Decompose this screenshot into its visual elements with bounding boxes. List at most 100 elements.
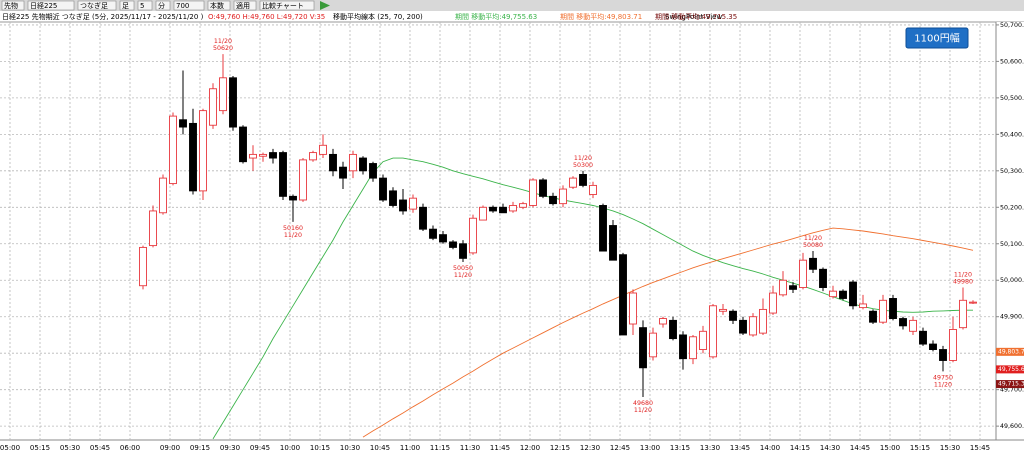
price-label-box xyxy=(996,380,1024,389)
x-tick-label: 14:30 xyxy=(820,444,840,452)
y-axis-background xyxy=(996,22,1024,440)
candle-body xyxy=(899,318,907,327)
candle-body xyxy=(939,349,947,361)
candle-body xyxy=(759,308,767,334)
candle-body xyxy=(679,334,687,360)
candle-body xyxy=(579,174,587,186)
candle-body xyxy=(179,119,187,128)
x-tick-label: 13:00 xyxy=(640,444,660,452)
moving-average-line xyxy=(212,157,973,440)
y-tick-label: 50,700.00 xyxy=(1000,22,1024,29)
swing-label: 50080 xyxy=(803,242,823,249)
candle-body xyxy=(239,126,247,163)
swing-label: 11/20 xyxy=(804,235,822,242)
candle-body xyxy=(229,77,237,128)
y-tick-label: 50,200.00 xyxy=(1000,204,1024,211)
toolbar-item: つなぎ足 xyxy=(80,1,108,10)
x-tick-label: 15:00 xyxy=(880,444,900,452)
y-tick-label: 50,600.00 xyxy=(1000,58,1024,65)
x-tick-label: 11:15 xyxy=(430,444,450,452)
x-tick-label: 11:45 xyxy=(490,444,510,452)
toolbar-item-box xyxy=(77,0,117,11)
candle-body xyxy=(419,206,427,230)
candle-body xyxy=(839,290,847,299)
candle-body xyxy=(289,195,297,201)
candle-body xyxy=(329,153,337,172)
candle-body xyxy=(959,299,967,329)
candle-body xyxy=(729,310,737,321)
chart-title: 日経225 先物期近 つなぎ足 (5分, 2025/11/17 - 2025/1… xyxy=(2,12,204,21)
x-tick-label: 12:15 xyxy=(550,444,570,452)
candle-body xyxy=(619,254,627,336)
candle-body xyxy=(769,292,777,314)
candle-body xyxy=(809,257,817,270)
candle-body xyxy=(259,153,267,157)
candle-body xyxy=(209,88,217,126)
candle-body xyxy=(699,330,707,350)
candle-body xyxy=(909,319,917,332)
price-label: 49,755.63 xyxy=(998,366,1024,373)
swing-label: 50620 xyxy=(213,45,233,52)
badge-box xyxy=(905,27,969,49)
x-tick-label: 10:15 xyxy=(310,444,330,452)
toolbar-item: 700 xyxy=(176,2,189,10)
candle-body xyxy=(379,177,387,201)
swing-label: 49680 xyxy=(633,400,653,407)
swing-label: 11/20 xyxy=(934,381,952,388)
x-tick-label: 05:45 xyxy=(90,444,110,452)
indicator: 移動平均線本 (25, 70, 200) xyxy=(333,12,423,21)
swing-label: 11/20 xyxy=(574,155,592,162)
legend-entry: 期間 移動平均:49,803.71 xyxy=(560,12,642,21)
candle-body xyxy=(949,329,957,361)
candle-body xyxy=(869,310,877,323)
x-tick-label: 12:00 xyxy=(520,444,540,452)
toolbar-item-box xyxy=(27,0,75,11)
x-tick-label: 13:45 xyxy=(730,444,750,452)
candle-body xyxy=(319,144,327,155)
candle-body xyxy=(779,279,787,296)
x-tick-label: 12:45 xyxy=(610,444,630,452)
candle-body xyxy=(309,152,317,161)
candle-body xyxy=(369,163,377,179)
toolbar-item-box xyxy=(137,0,153,11)
candle-body xyxy=(649,332,657,358)
toolbar-item: 本数 xyxy=(210,1,224,10)
candle-body xyxy=(819,268,827,288)
x-tick-label: 13:15 xyxy=(670,444,690,452)
legend-entry: 期間 移動平均:49,715.35 xyxy=(655,12,737,21)
swing-label: 50050 xyxy=(453,265,473,272)
y-tick-label: 50,400.00 xyxy=(1000,131,1024,138)
candle-body xyxy=(669,319,677,340)
candle-body xyxy=(859,303,867,309)
candle-body xyxy=(709,305,717,358)
x-tick-label: 05:30 xyxy=(60,444,80,452)
view-label: SwingPoint View xyxy=(665,13,722,21)
price-label-box xyxy=(996,347,1024,356)
ohlcv: O:49,760 H:49,760 L:49,720 V:35 xyxy=(208,13,325,21)
x-tick-label: 10:45 xyxy=(370,444,390,452)
candle-body xyxy=(429,228,437,239)
toolbar-item-box xyxy=(233,0,257,11)
toolbar-item-box xyxy=(155,0,171,11)
x-tick-label: 11:30 xyxy=(460,444,480,452)
x-tick-label: 14:45 xyxy=(850,444,870,452)
candle-body xyxy=(559,188,567,205)
play-icon xyxy=(320,1,330,10)
x-tick-label: 09:30 xyxy=(220,444,240,452)
candle-body xyxy=(489,206,497,212)
candle-body xyxy=(529,179,537,206)
candle-body xyxy=(539,179,547,197)
x-tick-label: 15:45 xyxy=(970,444,990,452)
candle-body xyxy=(159,177,167,214)
candle-body xyxy=(629,292,637,325)
x-tick-label: 05:15 xyxy=(30,444,50,452)
toolbar-item-box xyxy=(207,0,231,11)
x-tick-label: 09:45 xyxy=(250,444,270,452)
toolbar-item-box xyxy=(173,0,205,11)
legend-entry: 期間 移動平均:49,755.63 xyxy=(455,12,537,21)
x-tick-label: 11:00 xyxy=(400,444,420,452)
x-tick-label: 10:00 xyxy=(280,444,300,452)
toolbar-item-box xyxy=(259,0,315,11)
